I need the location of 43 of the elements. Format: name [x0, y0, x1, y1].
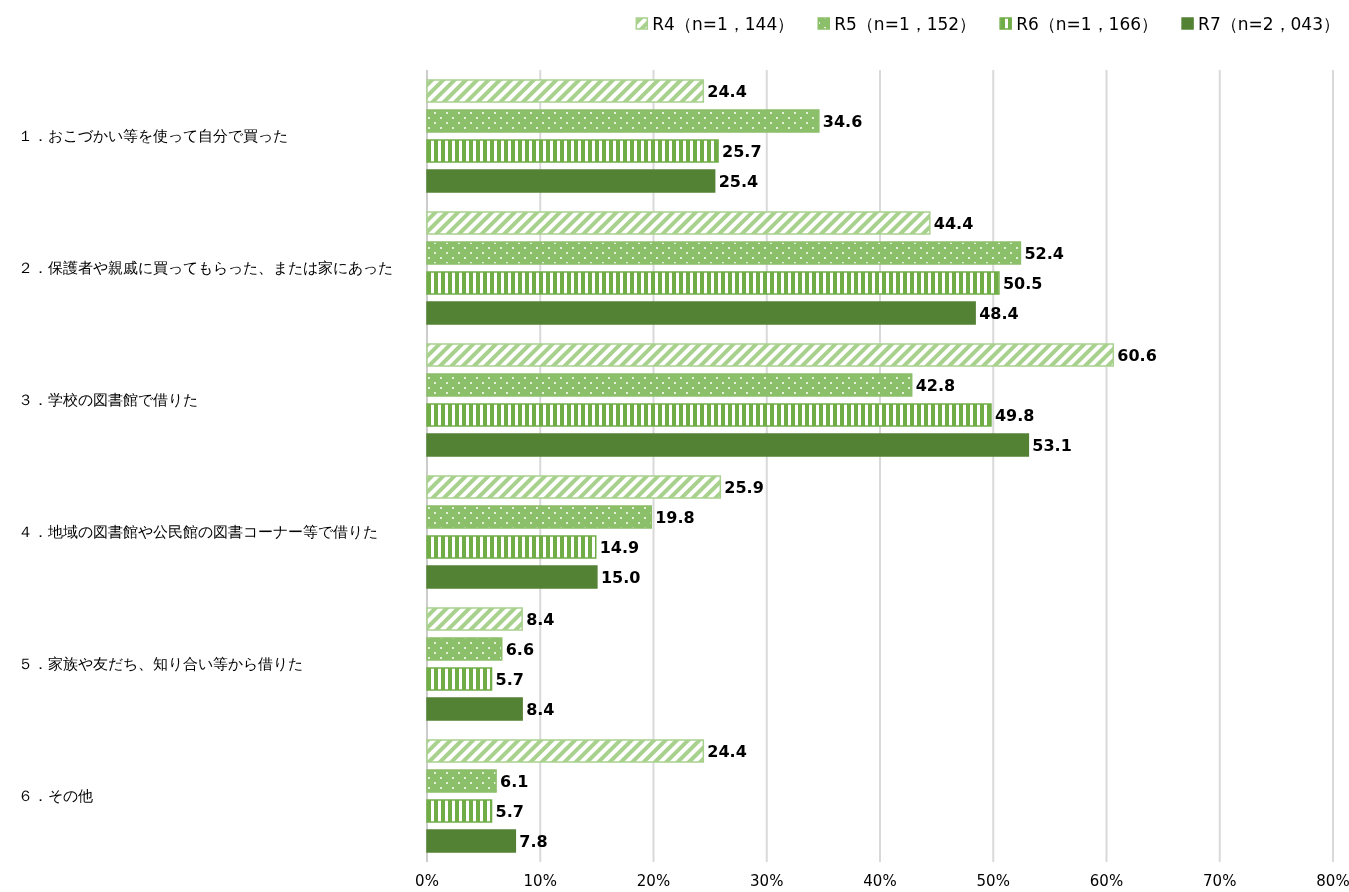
data-label: 50.5: [1002, 274, 1043, 293]
data-label: 24.4: [707, 742, 747, 761]
data-label: 5.7: [495, 670, 524, 689]
x-tick-label: 50%: [976, 872, 1010, 890]
data-label: 52.4: [1024, 244, 1064, 263]
data-label: 42.8: [915, 376, 956, 395]
y-tick-label: ３．学校の図書館で借りた: [18, 391, 198, 409]
data-label: 8.4: [526, 700, 555, 719]
y-tick-label: １．おこづかい等を使って自分で買った: [18, 127, 288, 145]
data-label: 48.4: [979, 304, 1019, 323]
x-tick-label: 40%: [863, 872, 897, 890]
x-tick-label: 70%: [1203, 872, 1237, 890]
y-tick-label: ４．地域の図書館や公民館の図書コーナー等で借りた: [18, 523, 378, 541]
data-label: 24.4: [707, 82, 747, 101]
data-label: 5.7: [495, 802, 524, 821]
x-tick-label: 20%: [636, 872, 671, 890]
legend-label: R6（n=1，166）: [1016, 14, 1159, 34]
data-label: 8.4: [526, 610, 555, 629]
data-label: 7.8: [519, 832, 548, 851]
y-tick-label: ５．家族や友だち、知り合い等から借りた: [18, 655, 303, 673]
data-label: 19.8: [655, 508, 695, 527]
x-tick-label: 10%: [523, 872, 557, 890]
data-label: 6.1: [500, 772, 529, 791]
data-label: 6.6: [505, 640, 535, 659]
data-label: 60.6: [1117, 346, 1157, 365]
y-tick-label: ２．保護者や親戚に買ってもらった、または家にあった: [18, 259, 393, 277]
legend-label: R5（n=1，152）: [834, 14, 977, 34]
data-label: 14.9: [599, 538, 640, 557]
x-tick-label: 0%: [415, 872, 439, 890]
data-label: 49.8: [994, 406, 1035, 425]
data-label: 34.6: [822, 112, 863, 131]
legend-label: R7（n=2，043）: [1198, 14, 1340, 34]
data-label: 25.7: [722, 142, 762, 161]
data-label: 53.1: [1032, 436, 1072, 455]
x-tick-label: 60%: [1089, 872, 1124, 890]
legend-label: R4（n=1，144）: [652, 14, 795, 34]
data-label: 25.9: [724, 478, 764, 497]
x-tick-label: 30%: [750, 872, 784, 890]
data-label: 15.0: [600, 568, 641, 587]
x-tick-label: 80%: [1316, 872, 1349, 890]
data-label: 25.4: [718, 172, 759, 191]
y-tick-label: ６．その他: [18, 787, 93, 805]
data-label: 44.4: [933, 214, 974, 233]
